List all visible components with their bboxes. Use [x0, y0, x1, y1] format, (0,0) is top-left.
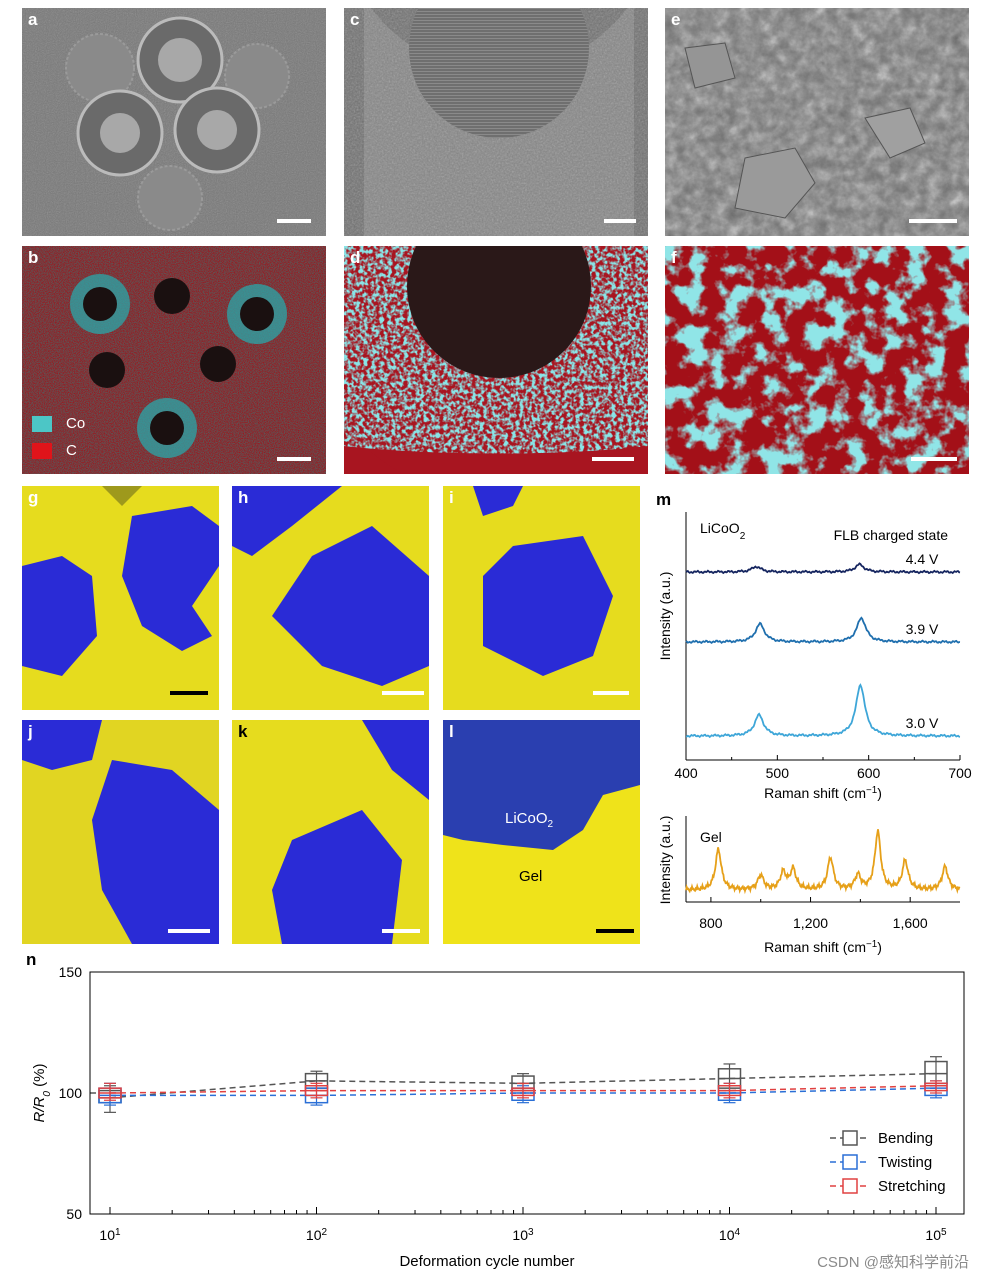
x-tick-label: 1,200 [793, 915, 828, 931]
y-axis-title: R/R0 (%) [31, 1064, 53, 1123]
panel-d-eds-map: d [344, 246, 648, 474]
x-tick-label: 105 [925, 1227, 947, 1244]
panel-l-raman-map: l LiCoO2 Gel [443, 720, 640, 944]
x-tick-label: 102 [306, 1227, 328, 1244]
y-tick-label: 150 [59, 964, 83, 980]
panel-label-i: i [449, 488, 454, 507]
panel-c-sem-image: c [344, 8, 648, 236]
scale-bar [909, 219, 957, 223]
x-tick-label: 101 [99, 1227, 121, 1244]
scale-bar [382, 929, 420, 933]
y-axis-title: Intensity (a.u.) [657, 572, 673, 661]
x-tick-label: 1,600 [893, 915, 928, 931]
panel-g-raman-map: g [22, 486, 219, 710]
panel-label-j: j [28, 722, 33, 741]
panel-label-n: n [26, 950, 37, 969]
resistance-boxplot-chart: 50 100 150 101 102 103 104 105 Bending Twisting St… [31, 964, 965, 1270]
panel-label-m: m [656, 490, 672, 509]
x-axis-title: Deformation cycle number [399, 1253, 574, 1270]
scale-bar [168, 929, 210, 933]
spectrum-line-30V [685, 683, 961, 739]
legend-swatch-c [32, 443, 52, 459]
eds-f-graphic [665, 246, 969, 474]
raman-g-graphic [22, 486, 219, 710]
legend-marker [842, 1154, 858, 1170]
legend-label-bending: Bending [878, 1130, 933, 1147]
series-label: Gel [700, 829, 722, 845]
panel-j-raman-map: j [22, 720, 219, 944]
scale-bar [592, 457, 634, 461]
raman-k-graphic [232, 720, 429, 944]
x-tick-label: 500 [766, 765, 790, 781]
x-tick-label: 103 [512, 1227, 534, 1244]
panel-label-k: k [238, 722, 248, 741]
panel-k-raman-map: k [232, 720, 429, 944]
panel-i-raman-map: i [443, 486, 640, 710]
x-tick-label: 400 [674, 765, 698, 781]
x-axis-title: Raman shift (cm−1) [764, 785, 882, 802]
panel-a-sem-image: a [22, 8, 326, 236]
x-tick-label: 700 [948, 765, 972, 781]
watermark: CSDN @感知科学前沿 [817, 1254, 969, 1271]
box-stretching [924, 1082, 948, 1092]
legend-label-stretching: Stretching [878, 1178, 946, 1195]
legend-label-c: C [66, 442, 77, 459]
spectrum-line-39V [685, 616, 961, 645]
scale-bar [596, 929, 634, 933]
panel-label-l: l [449, 722, 454, 741]
panel-label-d: d [350, 248, 361, 267]
spectrum-line-44V [685, 562, 961, 575]
panel-h-raman-map: h [232, 486, 429, 710]
raman-i-graphic [443, 486, 640, 710]
panel-label-c: c [350, 10, 360, 29]
panel-b-eds-map: b Co C [22, 246, 326, 474]
scale-bar [911, 457, 957, 461]
y-tick-label: 50 [66, 1206, 82, 1222]
panel-label-f: f [671, 248, 677, 267]
sem-e-graphic [665, 8, 969, 236]
box-stretching [511, 1087, 535, 1097]
x-tick-label: 600 [857, 765, 881, 781]
legend-marker [842, 1130, 858, 1146]
scale-bar [277, 457, 311, 461]
legend-swatch-co [32, 416, 52, 432]
chart-title-left: LiCoO2 [700, 520, 746, 542]
raman-h-graphic [232, 486, 429, 710]
map-label-licoo2: LiCoO2 [505, 810, 554, 830]
map-label-gel: Gel [519, 868, 543, 885]
panel-label-g: g [28, 488, 39, 507]
y-tick-label: 100 [59, 1085, 83, 1101]
scale-bar [604, 219, 636, 223]
series-label: 4.4 V [906, 551, 939, 567]
raman-l-graphic [443, 720, 640, 944]
legend-label-co: Co [66, 415, 86, 432]
eds-b-graphic [22, 246, 326, 474]
panel-f-eds-map: f [665, 246, 969, 474]
scale-bar [170, 691, 208, 695]
y-axis-title: Intensity (a.u.) [657, 816, 673, 905]
chart-title-right: FLB charged state [834, 527, 949, 543]
scale-bar [382, 691, 424, 695]
panel-label-a: a [28, 10, 38, 29]
sem-c-graphic [344, 8, 648, 236]
spectrum-line-gel [685, 829, 961, 895]
raman-spectra-licoo2-chart: 400 500 600 700 4.4 V 3.9 V 3.0 V LiCoO2 FLB cha… [657, 512, 972, 802]
scale-bar [277, 219, 311, 223]
panel-label-h: h [238, 488, 249, 507]
panel-label-e: e [671, 10, 681, 29]
series-label: 3.0 V [906, 715, 939, 731]
series-label: 3.9 V [906, 621, 939, 637]
eds-d-graphic [344, 246, 648, 474]
raman-j-graphic [22, 720, 219, 944]
legend-label-twisting: Twisting [878, 1154, 932, 1171]
panel-label-b: b [28, 248, 39, 267]
raman-spectrum-gel-chart: 800 1,200 1,600 Gel Raman shift (cm−1) Intens… [657, 816, 961, 956]
x-tick-label: 104 [719, 1227, 741, 1244]
scale-bar [593, 691, 629, 695]
legend-marker [842, 1178, 858, 1194]
panel-e-sem-image: e [665, 8, 969, 236]
sem-a-graphic [22, 8, 326, 236]
x-tick-label: 800 [699, 915, 723, 931]
x-axis-title: Raman shift (cm−1) [764, 939, 882, 956]
